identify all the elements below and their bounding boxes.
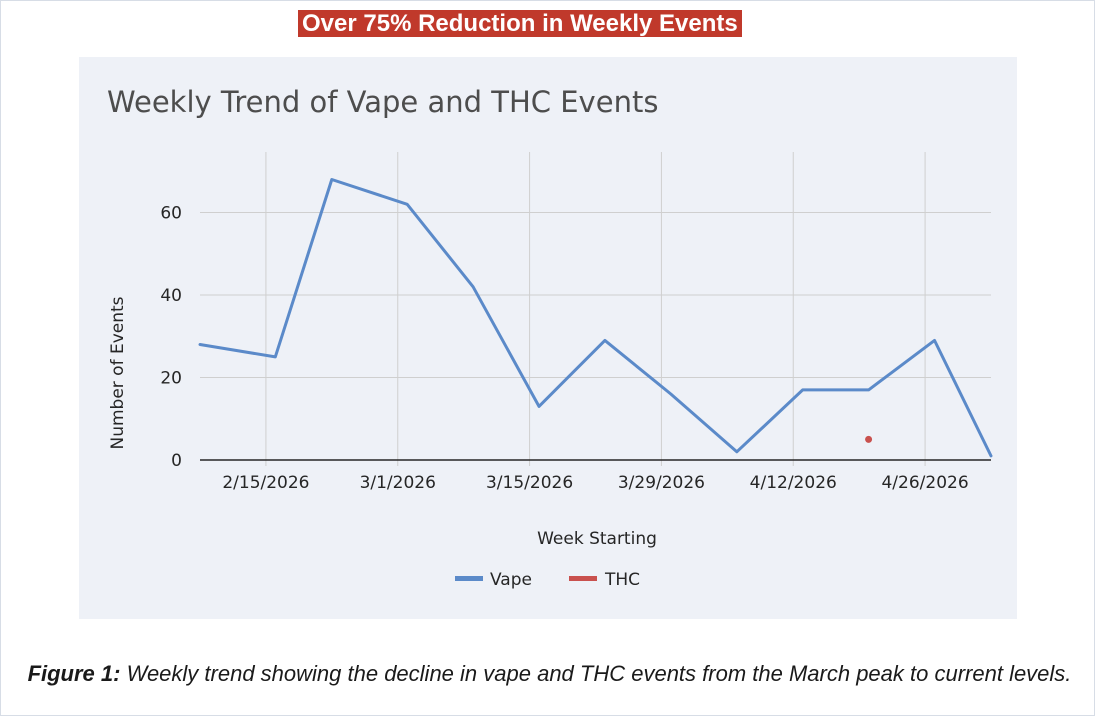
headline-banner: Over 75% Reduction in Weekly Events bbox=[298, 10, 742, 37]
x-tick-label: 3/29/2026 bbox=[618, 473, 705, 493]
chart-title: Weekly Trend of Vape and THC Events bbox=[107, 85, 658, 119]
thc-data-point bbox=[865, 435, 873, 443]
x-axis-ticks: 2/15/2026 3/1/2026 3/15/2026 3/29/2026 4/12/… bbox=[222, 473, 968, 493]
caption-label: Figure 1: bbox=[27, 661, 121, 686]
grid bbox=[200, 152, 991, 466]
legend-swatch-vape bbox=[455, 576, 483, 581]
x-tick-label: 3/15/2026 bbox=[486, 473, 573, 493]
series bbox=[198, 178, 993, 458]
y-tick-label: 60 bbox=[160, 204, 182, 224]
legend-swatch-thc bbox=[569, 576, 597, 581]
legend-label-vape: Vape bbox=[490, 570, 532, 590]
x-tick-label: 4/12/2026 bbox=[750, 473, 837, 493]
x-tick-label: 2/15/2026 bbox=[222, 473, 309, 493]
y-axis-ticks: 0 20 40 60 bbox=[160, 204, 182, 472]
y-tick-label: 20 bbox=[160, 369, 182, 389]
x-axis-title: Week Starting bbox=[537, 529, 657, 549]
line-chart: Weekly Trend of Vape and THC Events 0 20 4… bbox=[107, 85, 993, 590]
vape-series-line bbox=[198, 178, 993, 458]
y-tick-label: 0 bbox=[171, 451, 182, 471]
x-tick-label: 3/1/2026 bbox=[360, 473, 436, 493]
legend: Vape THC bbox=[455, 570, 640, 590]
chart-panel: Weekly Trend of Vape and THC Events 0 20 4… bbox=[79, 57, 1017, 619]
y-tick-label: 40 bbox=[160, 286, 182, 306]
figure-caption: Figure 1: Weekly trend showing the decli… bbox=[21, 659, 1078, 689]
y-axis-title: Number of Events bbox=[108, 296, 128, 449]
caption-text: Weekly trend showing the decline in vape… bbox=[120, 661, 1072, 686]
legend-label-thc: THC bbox=[604, 570, 640, 590]
x-tick-label: 4/26/2026 bbox=[881, 473, 968, 493]
